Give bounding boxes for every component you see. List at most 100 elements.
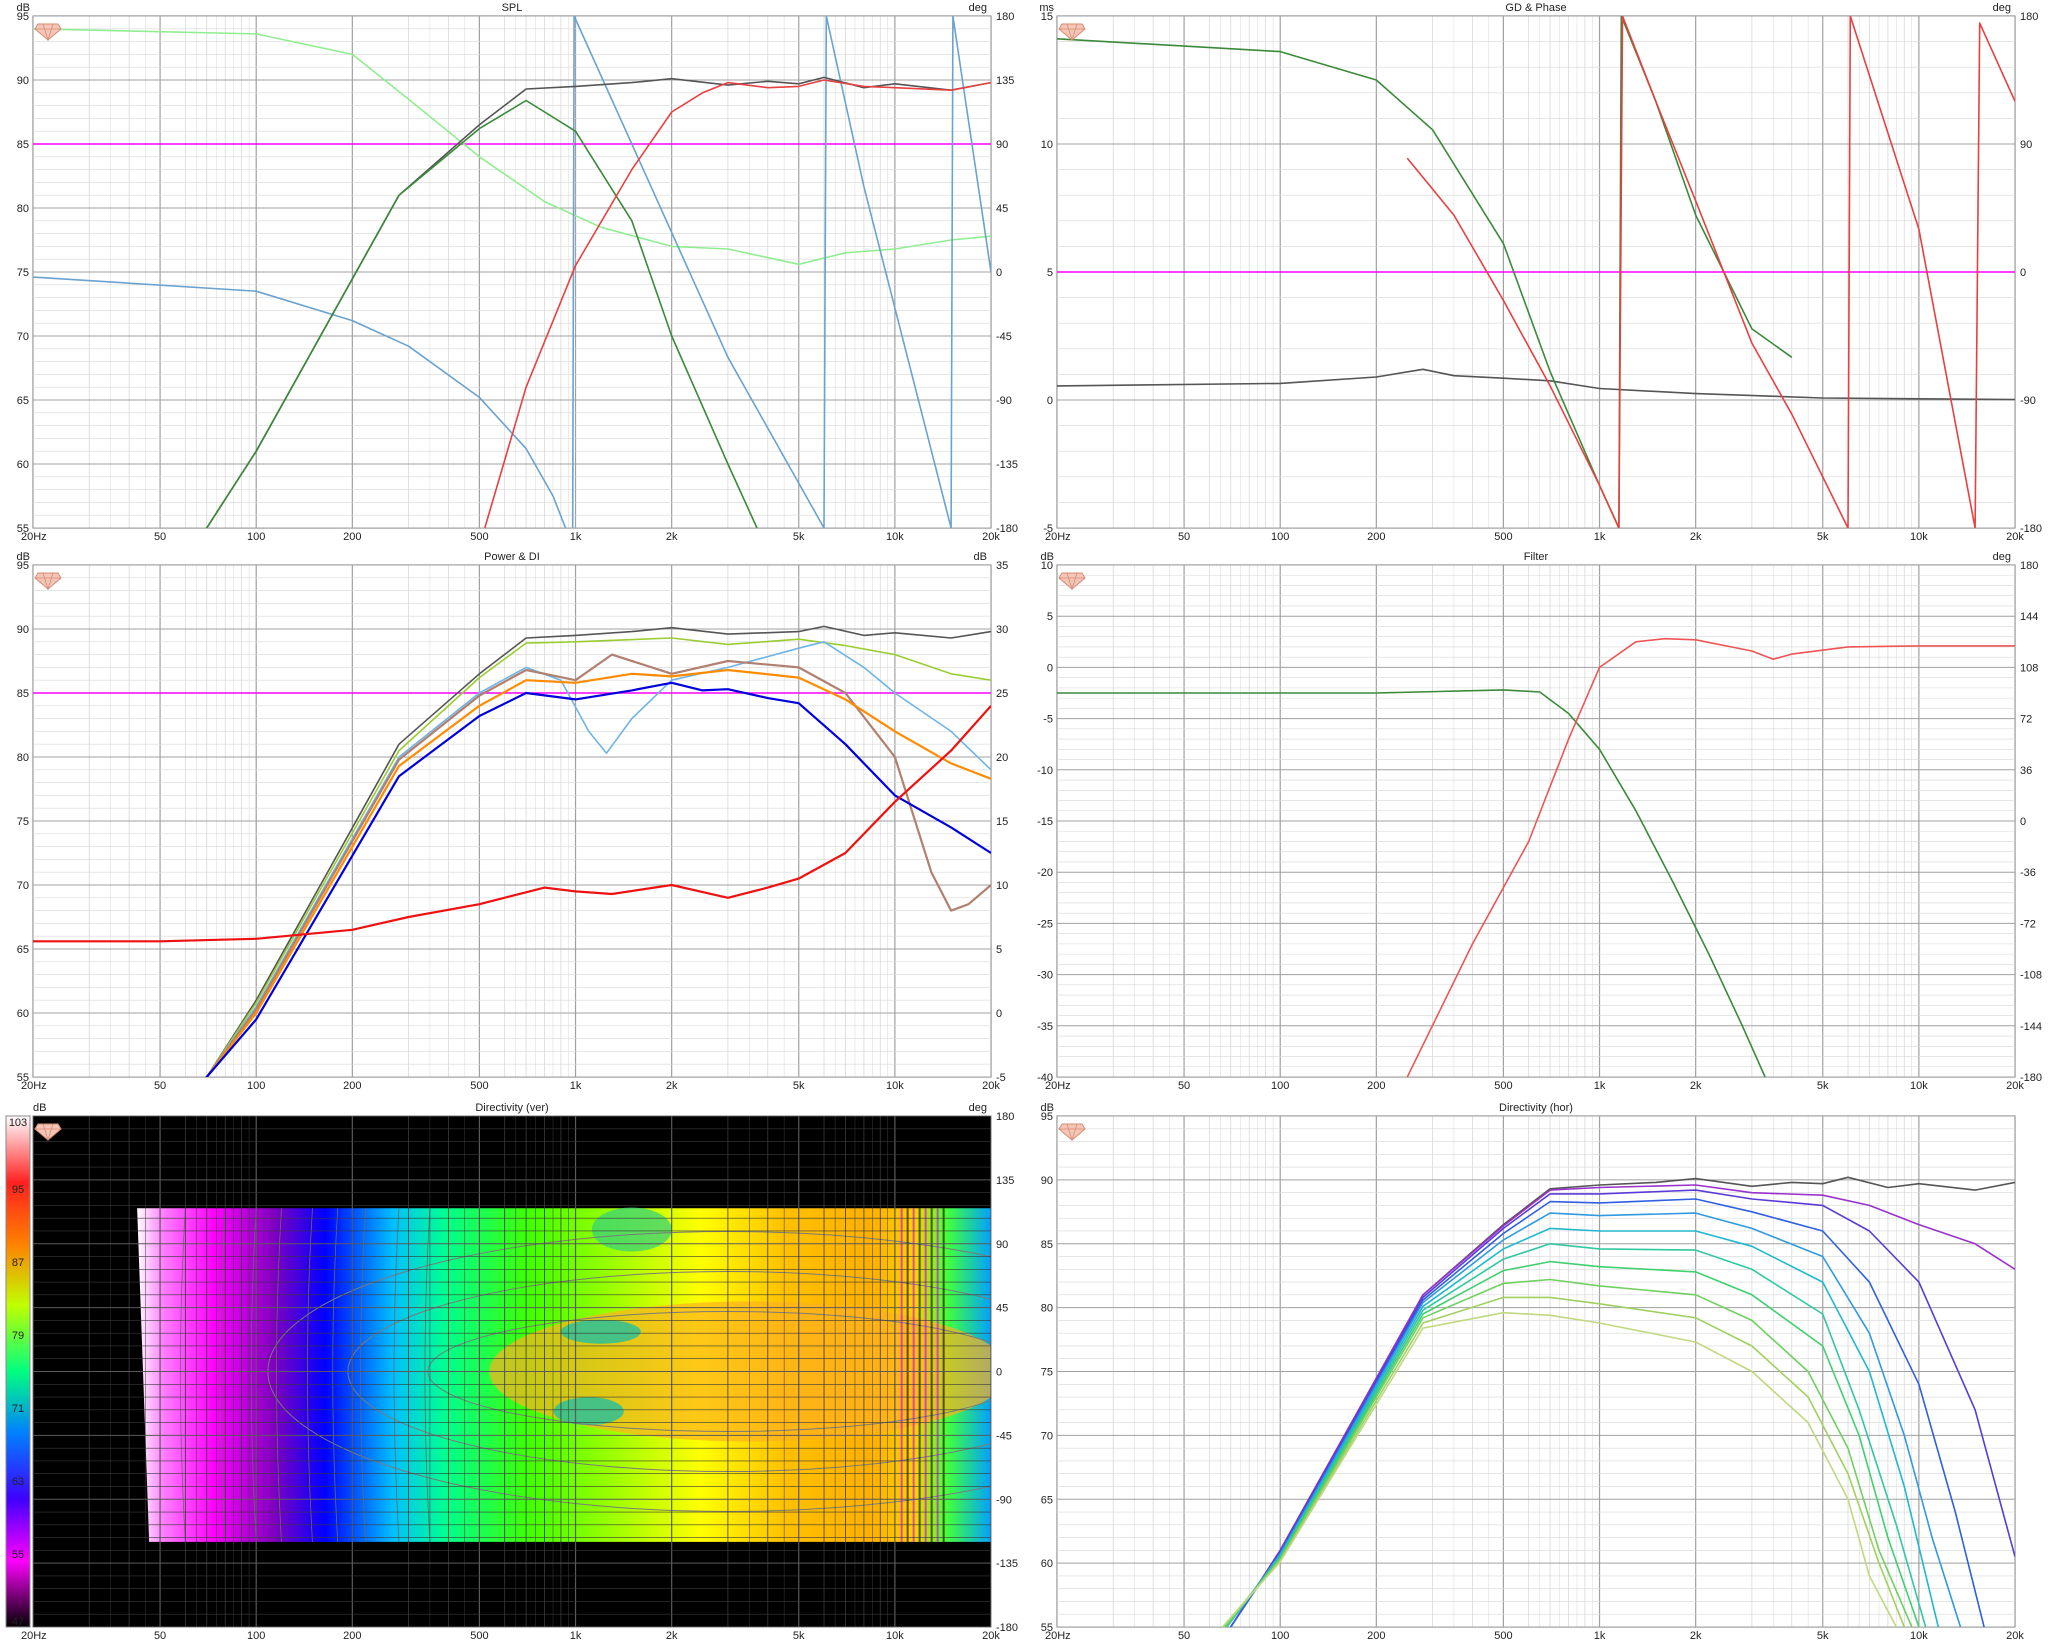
- y-tick-label: 60: [1041, 1558, 1053, 1570]
- colorbar-tick-label: 95: [12, 1184, 24, 1196]
- x-tick-label: 10k: [1910, 1630, 1928, 1642]
- y-tick-label: 70: [17, 331, 29, 343]
- series-line-1: [205, 637, 991, 1077]
- colorbar-tick-label: 71: [12, 1403, 24, 1415]
- x-tick-label: 200: [1367, 1080, 1385, 1092]
- grid: [33, 565, 991, 1077]
- y-unit-label: dB: [17, 2, 30, 14]
- y2-unit-label: deg: [969, 2, 987, 14]
- app-logo-icon: [1058, 23, 1086, 42]
- heat-contour-vertical: [276, 1208, 282, 1542]
- x-tick-label: 50: [1178, 1630, 1190, 1642]
- series-line-2: [205, 641, 991, 1077]
- panel-directivity-hor: Directivity (hor) 20Hz 50 100 200 500 1k 2k 5k 10…: [1041, 1102, 2025, 1642]
- y-tick-label: 10: [1041, 560, 1053, 572]
- heat-contour-vertical: [307, 1208, 313, 1542]
- logo-gem-facets: [1059, 1123, 1085, 1142]
- series-line-5: [484, 79, 991, 528]
- heat-contour-vertical: [332, 1208, 339, 1542]
- colorbar-unit-label: dB: [33, 1102, 46, 1114]
- x-tick-label: 100: [1271, 1080, 1289, 1092]
- grid: [1057, 565, 2015, 1077]
- x-tick-label: 2k: [1690, 1080, 1702, 1092]
- x-tick-label: 50: [154, 1080, 166, 1092]
- y-tick-label: 55: [17, 523, 29, 535]
- y2-tick-label: 90: [2020, 139, 2032, 151]
- x-tick-label: 100: [247, 1630, 265, 1642]
- x-tick-label: 20k: [982, 1630, 1000, 1642]
- x-tick-label: 5k: [1817, 531, 1829, 543]
- x-tick-label: 100: [247, 1080, 265, 1092]
- heat-contour-vertical: [424, 1208, 431, 1542]
- series-line-8: [1224, 1278, 1913, 1627]
- chart-title: SPL: [502, 2, 523, 14]
- x-tick-label: 50: [1178, 1080, 1190, 1092]
- y-tick-label: 65: [1041, 1494, 1053, 1506]
- y2-tick-label: 20: [996, 752, 1008, 764]
- y2-tick-label: 5: [996, 944, 1002, 956]
- y-tick-label: -20: [1037, 867, 1053, 879]
- y2-tick-label: 35: [996, 560, 1008, 572]
- x-tick-label: 10k: [1910, 531, 1928, 543]
- series-line-0: [205, 625, 991, 1077]
- logo-gem-facets: [1059, 572, 1085, 591]
- y2-tick-label: 0: [2020, 267, 2026, 279]
- x-tick-label: 10k: [886, 1630, 904, 1642]
- y2-tick-label: -90: [996, 1494, 1012, 1506]
- y2-tick-label: 90: [996, 139, 1008, 151]
- logo-gem-shape: [34, 23, 62, 41]
- series-line-5: [205, 681, 991, 1077]
- y-tick-label: 65: [17, 944, 29, 956]
- y2-tick-label: 180: [2020, 560, 2038, 572]
- logo-gem-facets: [35, 1123, 61, 1142]
- y-tick-label: 70: [17, 880, 29, 892]
- series-line-1: [1230, 1184, 2015, 1627]
- x-tick-label: 50: [154, 531, 166, 543]
- y-tick-label: -10: [1037, 765, 1053, 777]
- y-tick-label: -5: [1043, 714, 1053, 726]
- y2-tick-label: 30: [996, 624, 1008, 636]
- y2-tick-label: -144: [2020, 1021, 2042, 1033]
- chart-title: Filter: [1524, 551, 1549, 563]
- plot-content: [1057, 16, 2015, 528]
- y-tick-label: 90: [17, 75, 29, 87]
- series-line-4: [205, 99, 758, 528]
- y-tick-label: 90: [17, 624, 29, 636]
- heat-lobe-upper: [560, 1319, 641, 1344]
- panel-spl: SPL 20Hz 50 100 200 500 1k 2k 5k 10k 20k dB 55 60 65 70…: [17, 2, 1019, 543]
- y-tick-label: 80: [17, 203, 29, 215]
- logo-gem-shape: [34, 1123, 62, 1141]
- logo-gem-shape: [34, 572, 62, 590]
- x-tick-label: 20k: [2006, 1630, 2024, 1642]
- x-tick-label: 20Hz: [1045, 531, 1071, 543]
- x-tick-label: 500: [470, 531, 488, 543]
- series-line-4: [205, 668, 991, 1077]
- y2-tick-label: 180: [996, 1111, 1014, 1123]
- chart-title: Power & DI: [484, 551, 540, 563]
- y-tick-label: 95: [1041, 1111, 1053, 1123]
- x-tick-label: 2k: [1690, 531, 1702, 543]
- x-tick-label: 1k: [570, 531, 582, 543]
- y-tick-label: 55: [17, 1072, 29, 1084]
- series-line-10: [1222, 1311, 1898, 1627]
- heat-contour-vertical: [393, 1208, 400, 1542]
- y2-tick-label: -90: [2020, 395, 2036, 407]
- x-tick-label: 5k: [793, 531, 805, 543]
- colorbar-tick-label: 87: [12, 1257, 24, 1269]
- x-tick-label: 2k: [666, 1630, 678, 1642]
- series-line-2: [1406, 16, 2015, 528]
- y-tick-label: 75: [1041, 1367, 1053, 1379]
- y2-tick-label: 10: [996, 880, 1008, 892]
- x-tick-label: 1k: [570, 1080, 582, 1092]
- series-line-5: [1226, 1227, 1940, 1627]
- y2-tick-label: 72: [2020, 714, 2032, 726]
- x-tick-label: 20k: [982, 1080, 1000, 1092]
- y2-unit-label: dB: [974, 551, 987, 563]
- plot-content: [1057, 1116, 2015, 1627]
- heat-lobe-lower: [553, 1397, 624, 1426]
- colorbar: 103 95 87 79 71 63 55 47 dB: [5, 1102, 46, 1628]
- y-tick-label: 80: [17, 752, 29, 764]
- colorbar-tick-label: 63: [12, 1476, 24, 1488]
